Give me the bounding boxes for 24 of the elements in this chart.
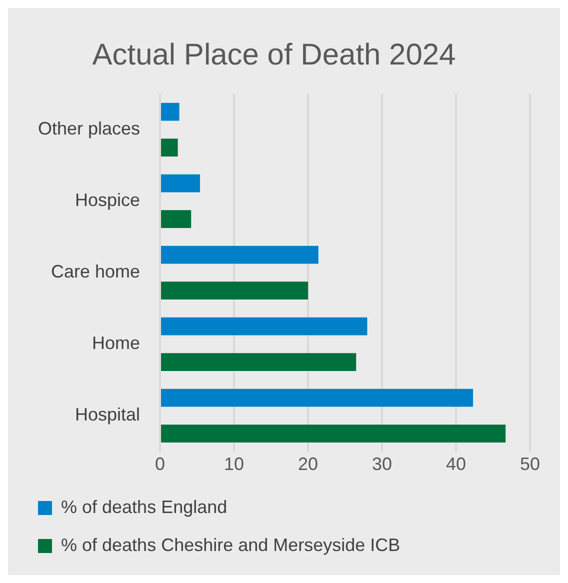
y-tick-label: Home	[92, 333, 140, 354]
y-tick-label: Hospice	[75, 190, 140, 210]
bar	[161, 210, 192, 228]
y-tick-label: Care home	[51, 262, 140, 282]
legend-label: % of deaths Cheshire and Merseyside ICB	[61, 534, 400, 555]
bar	[161, 246, 318, 264]
bar	[161, 424, 506, 442]
bar	[161, 317, 368, 336]
bar	[161, 174, 200, 192]
legend-label: % of deaths England	[61, 496, 228, 517]
x-tick-label: 50	[520, 454, 540, 474]
bar	[161, 353, 356, 371]
bar	[161, 282, 308, 300]
x-tick-label: 30	[372, 454, 392, 474]
x-tick-label: 40	[446, 454, 466, 474]
bar	[161, 138, 178, 157]
y-tick-label: Other places	[38, 118, 140, 139]
y-tick-label: Hospital	[75, 404, 140, 425]
bar	[161, 388, 474, 407]
chart-title: Actual Place of Death 2024	[92, 38, 456, 72]
bar	[161, 102, 180, 121]
x-tick-label: 20	[298, 454, 318, 474]
x-tick-label: 0	[155, 454, 166, 474]
x-tick-label: 10	[224, 454, 244, 474]
